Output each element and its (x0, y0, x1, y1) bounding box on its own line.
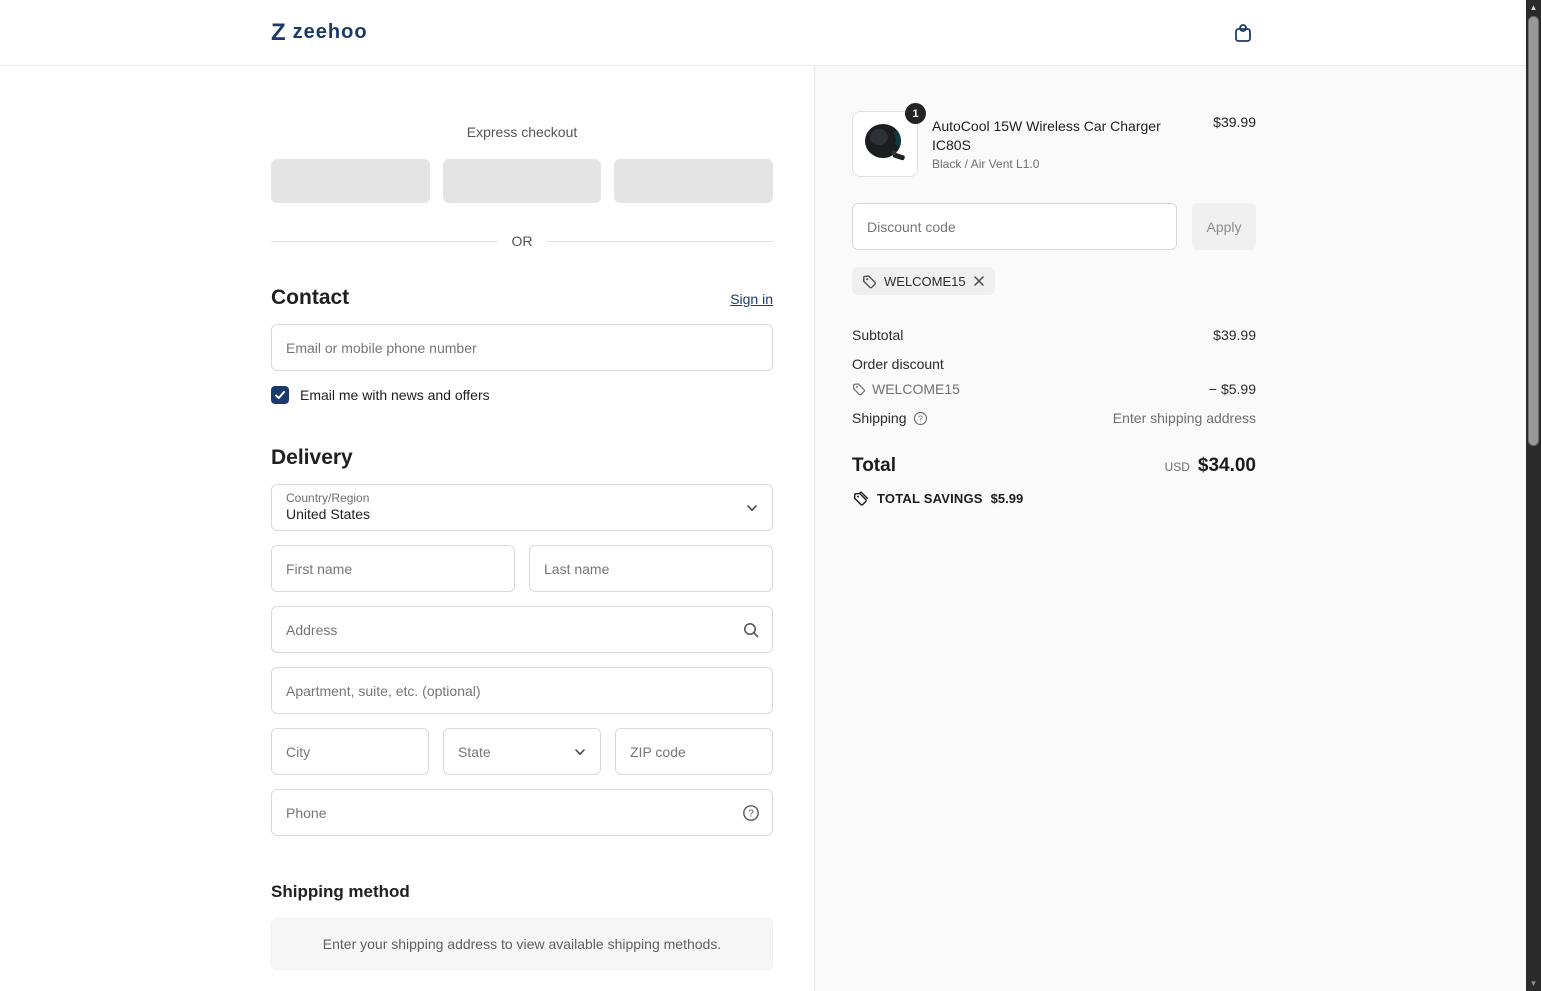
total-savings-label: TOTAL SAVINGS (877, 491, 983, 506)
vertical-scrollbar[interactable]: ▲ ▼ (1526, 0, 1541, 991)
divider-line (546, 240, 773, 242)
order-discount-label: Order discount (852, 356, 944, 372)
address-input[interactable] (271, 606, 773, 653)
marketing-checkbox[interactable] (271, 386, 289, 404)
quantity-badge: 1 (905, 103, 926, 124)
tag-icon (862, 274, 877, 289)
express-checkout-buttons (271, 159, 774, 203)
or-divider: OR (271, 233, 773, 249)
chevron-down-icon (745, 501, 759, 515)
chevron-down-icon (573, 745, 587, 759)
total-savings-row: TOTAL SAVINGS $5.99 (852, 490, 1256, 507)
discount-code-input[interactable] (852, 203, 1177, 250)
shipping-method-empty-message: Enter your shipping address to view avai… (271, 918, 773, 970)
cost-summary: Subtotal $39.99 Order discount (852, 327, 1256, 507)
checkmark-icon (274, 389, 286, 401)
last-name-input[interactable] (529, 545, 773, 592)
shipping-method-heading: Shipping method (271, 882, 410, 901)
state-select[interactable]: State (443, 728, 601, 775)
discount-code-row: Apply (852, 203, 1256, 250)
checkout-form-column: Express checkout OR Contact Sign in (0, 66, 814, 991)
sign-in-link[interactable]: Sign in (730, 291, 773, 307)
shipping-label: Shipping (852, 410, 907, 426)
shipping-value: Enter shipping address (1112, 410, 1256, 426)
city-input[interactable] (271, 728, 429, 775)
product-thumbnail (852, 111, 918, 177)
total-row: Total USD $34.00 (852, 455, 1256, 477)
order-discount-code-row: WELCOME15 − $5.99 (852, 381, 1256, 397)
country-select-value: United States (286, 506, 371, 522)
contact-heading: Contact (271, 286, 350, 309)
applied-discount-code: WELCOME15 (884, 273, 966, 289)
product-variant: Black / Air Vent L1.0 (932, 157, 1040, 172)
svg-text:?: ? (918, 413, 923, 423)
shipping-row: Shipping ? Enter shipping address (852, 410, 1256, 426)
subtotal-row: Subtotal $39.99 (852, 327, 1256, 343)
subtotal-label: Subtotal (852, 327, 904, 343)
order-discount-row: Order discount (852, 356, 1256, 372)
marketing-optin-row[interactable]: Email me with news and offers (271, 386, 773, 404)
logo-text: zeehoo (292, 21, 368, 43)
help-circle-icon[interactable]: ? (742, 804, 760, 822)
state-select-value: State (458, 743, 491, 760)
product-price: $39.99 (1213, 114, 1256, 130)
order-discount-code: WELCOME15 (872, 381, 960, 397)
express-checkout-title: Express checkout (466, 124, 578, 140)
header: Z zeehoo (0, 0, 1526, 66)
phone-input[interactable] (271, 789, 773, 836)
subtotal-value: $39.99 (1213, 327, 1256, 343)
or-label: OR (511, 233, 533, 249)
remove-discount-button[interactable] (973, 275, 985, 287)
shipping-method-section: Shipping method Enter your shipping addr… (271, 882, 773, 970)
cart-line-item: 1 AutoCool 15W Wireless Car Charger IC80… (852, 103, 1256, 177)
total-savings-value: $5.99 (990, 491, 1024, 506)
cart-button[interactable] (1231, 21, 1255, 45)
express-wallet-button-3[interactable] (614, 159, 774, 203)
apartment-input[interactable] (271, 667, 773, 714)
shopping-bag-icon (1231, 21, 1255, 45)
order-discount-value: − $5.99 (1208, 381, 1256, 397)
delivery-section: Delivery Country/Region United States (271, 446, 773, 836)
apply-discount-button[interactable]: Apply (1192, 203, 1256, 250)
logo-z-icon: Z (271, 18, 286, 46)
scroll-down-arrow[interactable]: ▼ (1529, 979, 1538, 988)
contact-section: Contact Sign in (271, 286, 773, 404)
marketing-label: Email me with news and offers (300, 387, 490, 403)
total-value: $34.00 (1197, 455, 1256, 476)
scroll-up-arrow[interactable]: ▲ (1529, 3, 1538, 12)
scrollbar-thumb[interactable] (1528, 16, 1539, 446)
divider-line (271, 240, 498, 242)
total-label: Total (852, 455, 896, 476)
express-wallet-button-2[interactable] (442, 159, 602, 203)
applied-discount-chip: WELCOME15 (852, 267, 995, 295)
first-name-input[interactable] (271, 545, 515, 592)
tag-icon (852, 382, 866, 396)
email-input[interactable] (271, 324, 773, 371)
double-tag-icon (852, 490, 869, 507)
express-wallet-button-1[interactable] (271, 159, 430, 203)
help-circle-icon[interactable]: ? (913, 411, 928, 426)
country-select-label: Country/Region (286, 491, 370, 505)
order-summary-column: 1 AutoCool 15W Wireless Car Charger IC80… (814, 66, 1526, 991)
country-select[interactable]: Country/Region United States (271, 484, 773, 531)
zip-input[interactable] (615, 728, 773, 775)
store-logo[interactable]: Z zeehoo (271, 18, 368, 46)
currency-code: USD (1164, 460, 1190, 474)
email-field-wrap (271, 324, 773, 371)
svg-text:?: ? (748, 808, 754, 819)
product-title: AutoCool 15W Wireless Car Charger IC80S (932, 117, 1161, 153)
search-icon (742, 621, 760, 639)
delivery-heading: Delivery (271, 446, 353, 469)
